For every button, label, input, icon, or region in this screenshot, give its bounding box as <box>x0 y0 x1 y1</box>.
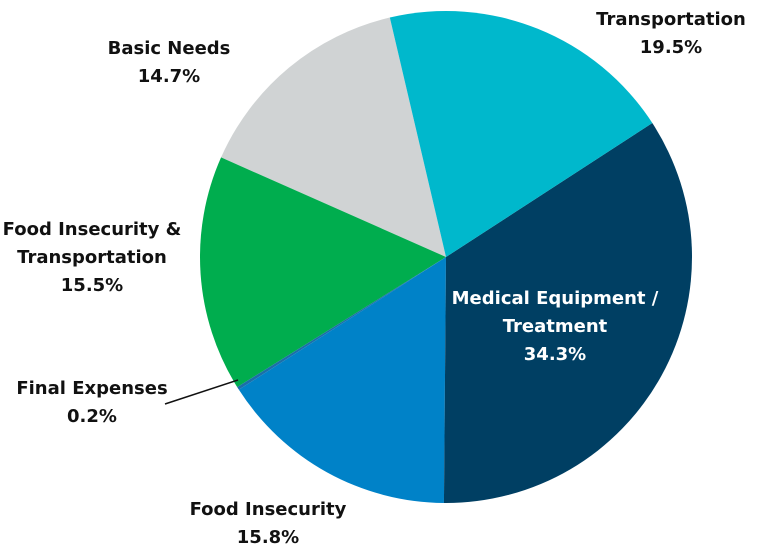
value-label: 0.2% <box>67 406 117 427</box>
category-label: Medical Equipment / Treatment <box>451 288 659 337</box>
value-label: 19.5% <box>639 37 703 58</box>
pie-slice <box>443 123 693 503</box>
category-label: Basic Needs <box>107 38 231 59</box>
slice-label: Medical Equipment / Treatment 34.3% <box>450 285 660 369</box>
category-label: Food Insecurity & Transportation <box>2 219 182 268</box>
value-label: 15.5% <box>60 275 124 296</box>
category-label: Transportation <box>596 9 746 30</box>
pie-slice <box>389 10 653 257</box>
value-label: 14.7% <box>137 66 201 87</box>
slice-label: Transportation 19.5% <box>541 6 759 62</box>
pie-slice <box>221 17 446 258</box>
slice-label: Food Insecurity & Transportation 15.5% <box>2 216 182 300</box>
pie-slice <box>237 257 446 390</box>
slice-label: Food Insecurity 15.8% <box>138 496 398 550</box>
pie-slice <box>200 157 446 388</box>
pie-slice <box>238 257 446 503</box>
slice-label: Final Expenses 0.2% <box>0 375 222 431</box>
value-label: 15.8% <box>236 527 300 548</box>
category-label: Food Insecurity <box>189 499 347 520</box>
leader-line <box>164 379 239 405</box>
category-label: Final Expenses <box>16 378 168 399</box>
value-label: 34.3% <box>523 344 587 365</box>
slice-label: Basic Needs 14.7% <box>39 35 299 91</box>
